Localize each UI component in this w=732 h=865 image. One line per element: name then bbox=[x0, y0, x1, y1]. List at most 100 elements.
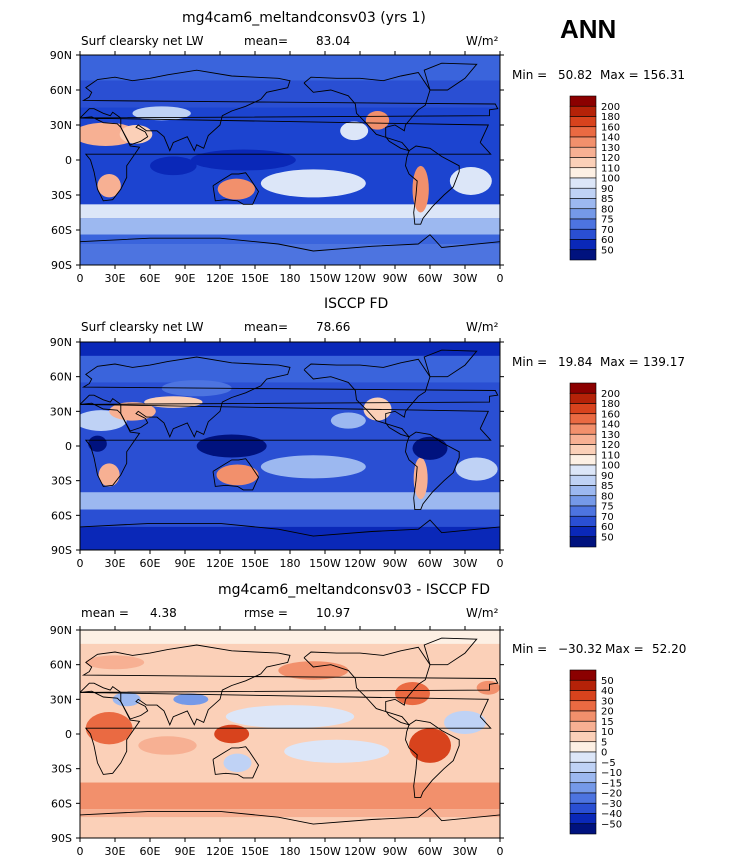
colorbar-level-label: 180 bbox=[601, 112, 620, 123]
field-contour-region bbox=[144, 396, 203, 408]
field-contour-region bbox=[330, 412, 366, 429]
lat-tick-label: 60S bbox=[51, 509, 72, 522]
lon-tick-label: 90W bbox=[383, 845, 408, 858]
panel-1-min-value: 50.82 bbox=[558, 68, 593, 82]
panel-3-mean-label: mean = bbox=[81, 606, 129, 620]
lat-tick-label: 0 bbox=[65, 728, 72, 741]
colorbar-swatch bbox=[569, 823, 597, 835]
lon-tick-label: 180 bbox=[280, 557, 301, 570]
field-contour-region bbox=[278, 661, 349, 680]
lon-tick-label: 0 bbox=[77, 272, 84, 285]
colorbar-level-label: 75 bbox=[601, 215, 614, 226]
colorbar-swatch bbox=[569, 700, 597, 712]
coastline bbox=[80, 356, 499, 438]
coastline bbox=[80, 234, 500, 252]
field-band bbox=[80, 817, 500, 838]
coastline bbox=[80, 69, 499, 152]
colorbar-level-label: 80 bbox=[601, 491, 614, 502]
field-contour-region bbox=[455, 457, 498, 481]
lat-tick-label: 60N bbox=[50, 659, 72, 672]
lon-tick-label: 0 bbox=[497, 272, 504, 285]
colorbar-level-label: 60 bbox=[601, 522, 614, 533]
lon-tick-label: 60W bbox=[418, 272, 443, 285]
lon-tick-label: 60E bbox=[140, 557, 161, 570]
coastline bbox=[80, 807, 500, 825]
colorbar-level-label: 5 bbox=[601, 737, 607, 748]
field-contour-region bbox=[173, 693, 209, 706]
coastline bbox=[423, 349, 478, 378]
colorbar-level-label: 180 bbox=[601, 399, 620, 410]
field-contour-region bbox=[98, 463, 120, 487]
colorbar-level-label: 80 bbox=[601, 204, 614, 215]
panel-1-units: W/m² bbox=[466, 34, 499, 48]
panel-2-min-label: Min = bbox=[512, 355, 548, 369]
field-band bbox=[80, 234, 500, 244]
panel-3-min-label: Min = bbox=[512, 642, 548, 656]
panel-2-max-value: 139.17 bbox=[643, 355, 685, 369]
colorbar-level-label: 40 bbox=[601, 686, 614, 697]
lon-tick-label: 60W bbox=[418, 845, 443, 858]
coastline bbox=[303, 646, 431, 726]
panel-3-rmse-label: rmse = bbox=[244, 606, 288, 620]
field-contour-region bbox=[214, 724, 250, 744]
lon-tick-label: 180 bbox=[280, 845, 301, 858]
field-contour-region bbox=[340, 121, 369, 141]
field-band bbox=[80, 342, 500, 356]
panel-3-units: W/m² bbox=[466, 606, 499, 620]
lon-tick-label: 30W bbox=[453, 557, 478, 570]
colorbar-swatch bbox=[569, 710, 597, 722]
lon-tick-label: 60E bbox=[140, 845, 161, 858]
panel-2-mean-value: 78.66 bbox=[316, 320, 351, 334]
lat-tick-label: 30S bbox=[51, 189, 72, 202]
panel-1-title: mg4cam6_meltandconsv03 (yrs 1) bbox=[182, 10, 426, 26]
colorbar-swatch bbox=[569, 249, 597, 261]
map-field bbox=[80, 342, 500, 550]
field-band bbox=[80, 244, 500, 265]
colorbar-level-label: −30 bbox=[601, 799, 622, 810]
colorbar-level-label: 160 bbox=[601, 409, 620, 420]
panel-3-rmse-value: 10.97 bbox=[316, 606, 351, 620]
coastline bbox=[303, 358, 431, 438]
lon-tick-label: 0 bbox=[497, 845, 504, 858]
lon-tick-label: 0 bbox=[77, 845, 84, 858]
colorbar-swatch bbox=[569, 741, 597, 753]
colorbar-level-label: 130 bbox=[601, 430, 620, 441]
field-contour-region bbox=[412, 165, 429, 213]
field-band bbox=[80, 492, 500, 510]
coastline bbox=[80, 519, 500, 537]
field-band bbox=[80, 809, 500, 818]
colorbar-level-label: 120 bbox=[601, 153, 620, 164]
field-contour-region bbox=[150, 156, 197, 176]
field-band bbox=[80, 526, 500, 550]
field-contour-region bbox=[365, 111, 390, 130]
panel-3-title: mg4cam6_meltandconsv03 - ISCCP FD bbox=[218, 582, 490, 598]
colorbar-swatch bbox=[569, 536, 597, 548]
colorbar-level-label: −20 bbox=[601, 789, 622, 800]
panel-1-max-label: Max = bbox=[600, 68, 639, 82]
colorbar-swatch bbox=[569, 751, 597, 763]
colorbar-level-label: 140 bbox=[601, 133, 620, 144]
lat-tick-label: 30N bbox=[50, 693, 72, 706]
colorbar-level-label: 100 bbox=[601, 461, 620, 472]
lat-tick-label: 30N bbox=[50, 119, 72, 132]
colorbar-swatch bbox=[569, 813, 597, 825]
field-contour-region bbox=[395, 682, 430, 706]
colorbar-swatch bbox=[569, 720, 597, 732]
field-contour-region bbox=[412, 436, 448, 460]
field-contour-region bbox=[476, 680, 500, 695]
lon-tick-label: 150W bbox=[309, 845, 341, 858]
colorbar-level-label: 160 bbox=[601, 122, 620, 133]
lat-tick-label: 90N bbox=[50, 336, 72, 349]
lat-tick-label: 90N bbox=[50, 624, 72, 637]
field-contour-region bbox=[409, 728, 451, 763]
colorbar-level-label: 70 bbox=[601, 225, 614, 236]
colorbar-level-label: 30 bbox=[601, 696, 614, 707]
lon-tick-label: 150E bbox=[241, 272, 269, 285]
field-contour-region bbox=[190, 149, 296, 171]
lon-tick-label: 30E bbox=[105, 272, 126, 285]
lat-tick-label: 60S bbox=[51, 224, 72, 237]
